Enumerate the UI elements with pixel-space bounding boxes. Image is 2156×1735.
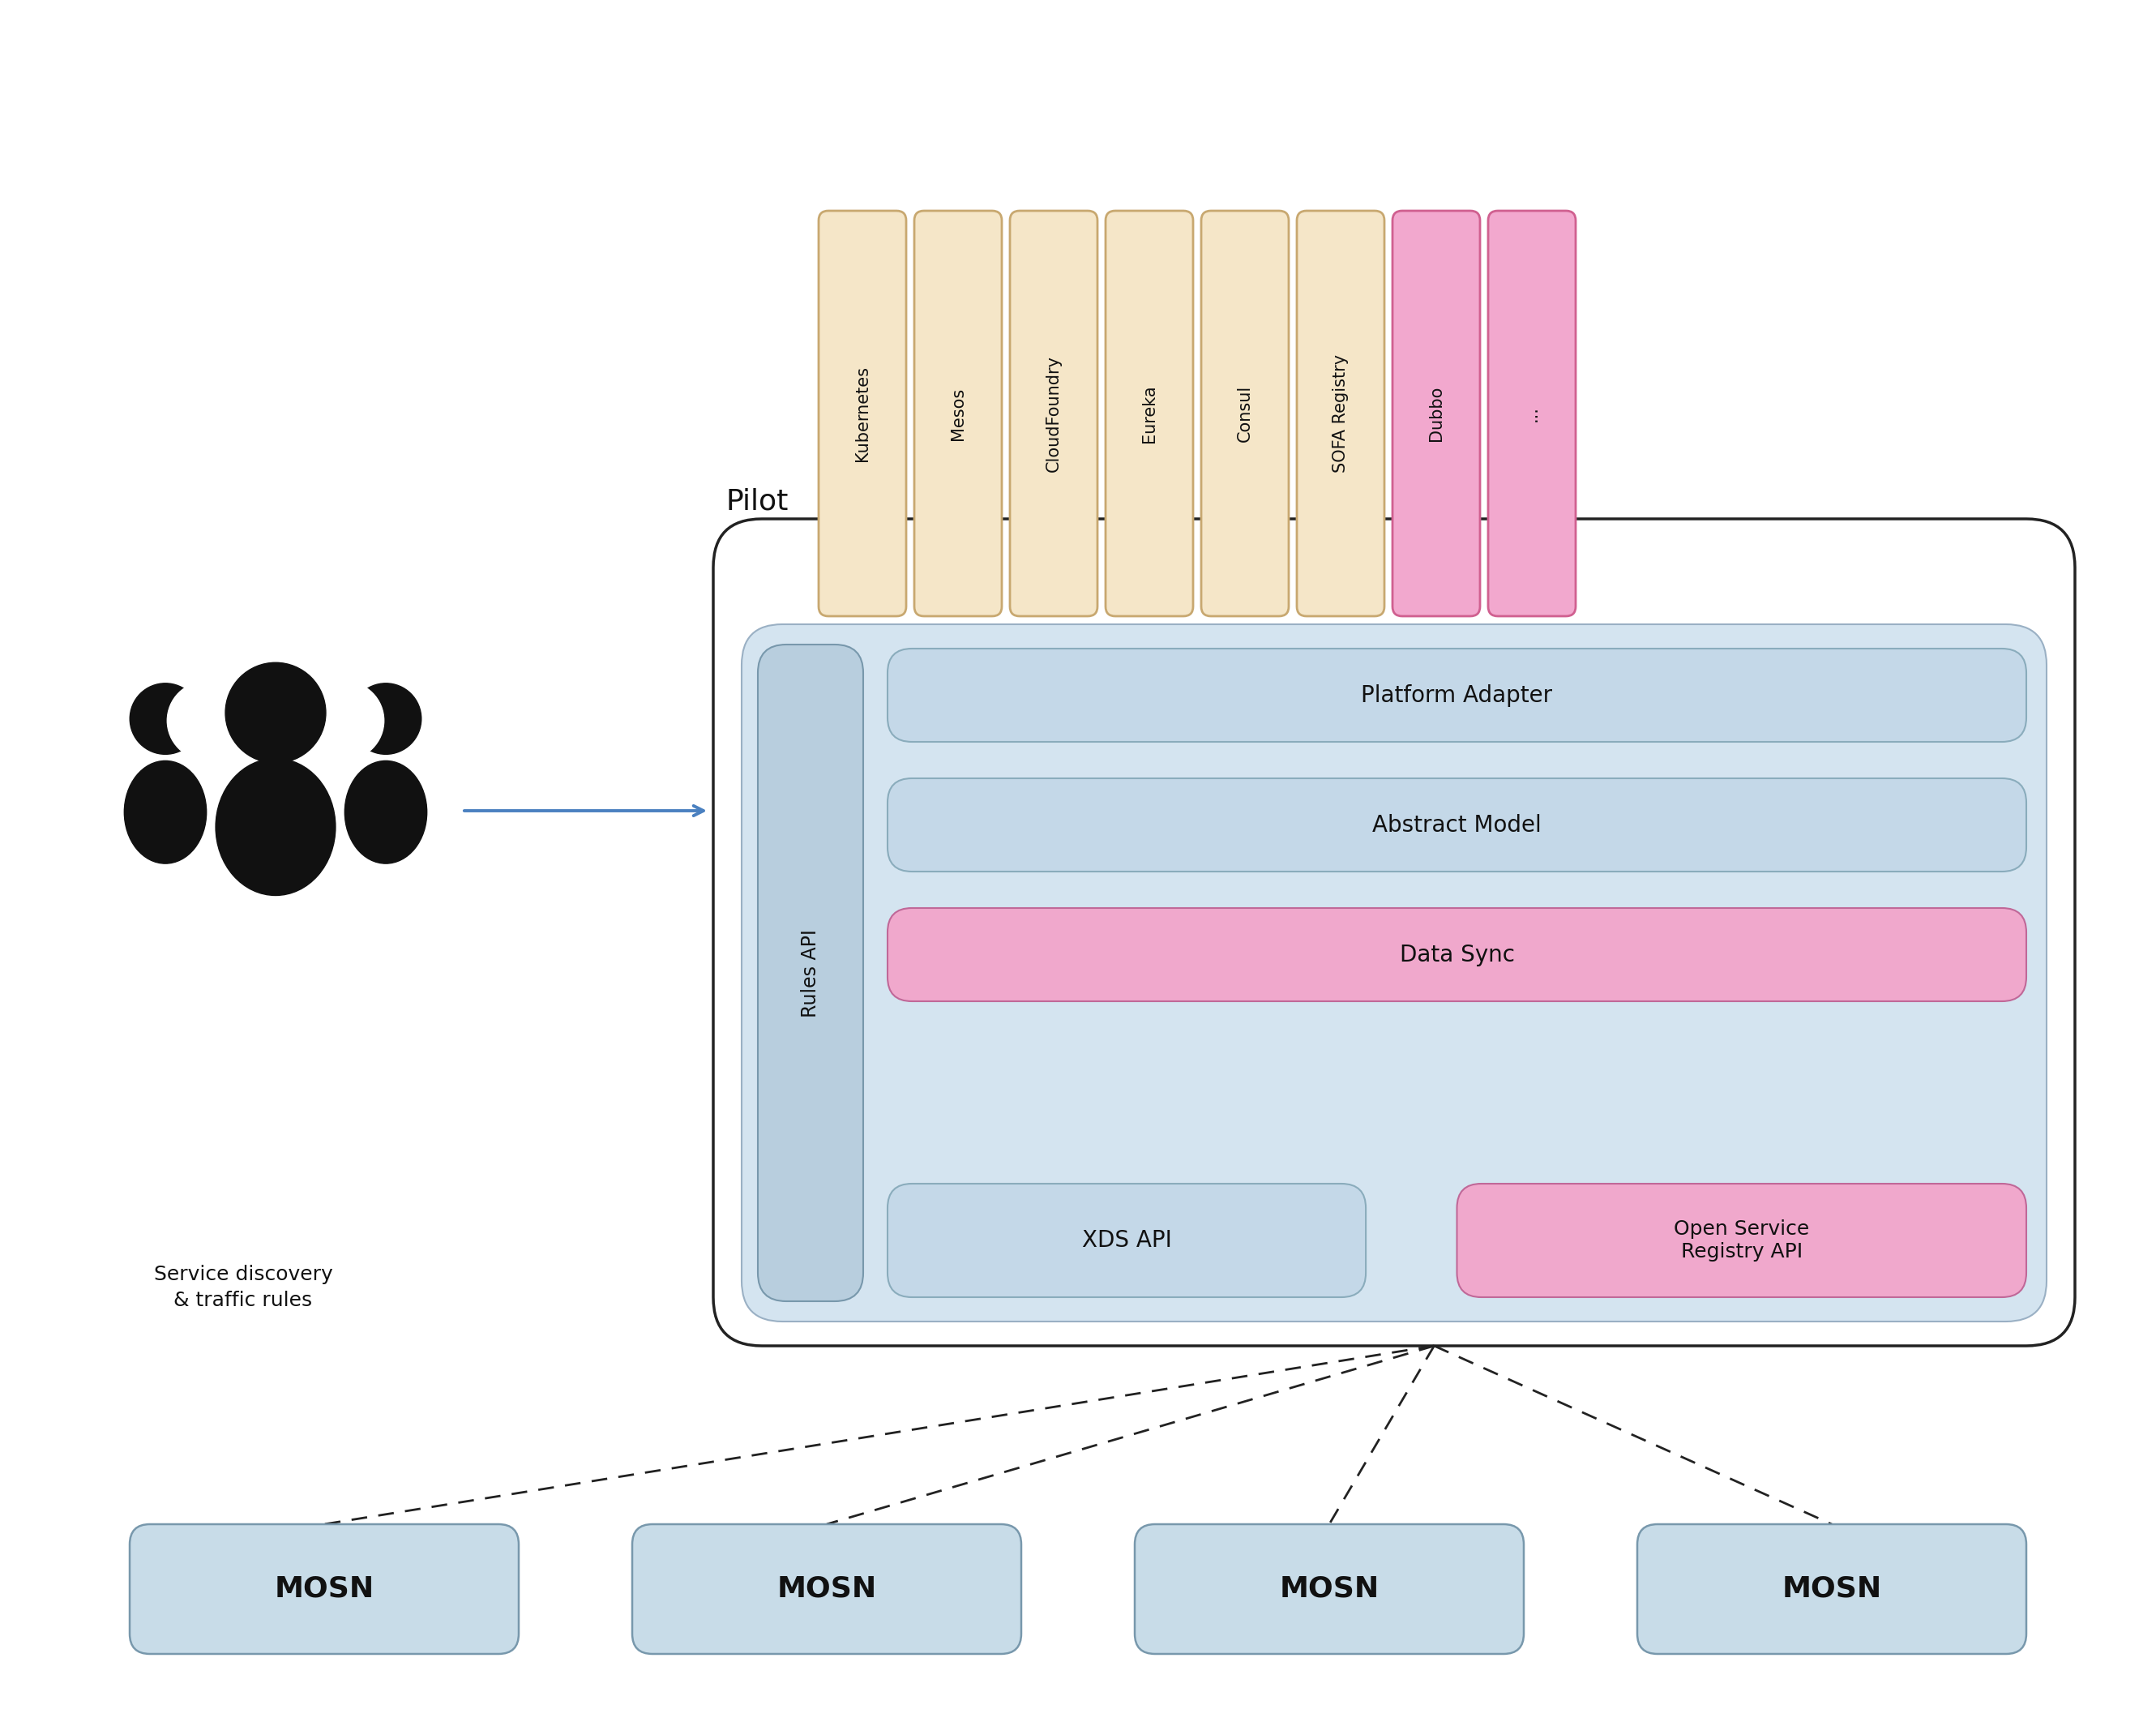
- Text: SOFA Registry: SOFA Registry: [1332, 354, 1350, 472]
- Circle shape: [168, 682, 246, 760]
- Text: Open Service
Registry API: Open Service Registry API: [1673, 1220, 1809, 1261]
- Text: MOSN: MOSN: [776, 1575, 877, 1603]
- Ellipse shape: [216, 758, 336, 895]
- FancyBboxPatch shape: [759, 644, 862, 1301]
- FancyBboxPatch shape: [1488, 210, 1576, 616]
- Text: XDS API: XDS API: [1082, 1228, 1171, 1251]
- Text: ...: ...: [1524, 406, 1539, 422]
- Text: Eureka: Eureka: [1141, 385, 1158, 442]
- Text: Service discovery
& traffic rules: Service discovery & traffic rules: [153, 1265, 332, 1310]
- FancyBboxPatch shape: [888, 779, 2027, 871]
- Text: Data Sync: Data Sync: [1399, 944, 1514, 966]
- FancyBboxPatch shape: [714, 519, 2074, 1346]
- Text: Consul: Consul: [1238, 385, 1253, 442]
- FancyBboxPatch shape: [1106, 210, 1192, 616]
- Circle shape: [129, 684, 201, 755]
- FancyBboxPatch shape: [1393, 210, 1479, 616]
- FancyBboxPatch shape: [1636, 1525, 2027, 1653]
- Circle shape: [349, 684, 420, 755]
- FancyBboxPatch shape: [1201, 210, 1289, 616]
- Circle shape: [306, 682, 384, 760]
- Text: Abstract Model: Abstract Model: [1373, 814, 1542, 836]
- FancyBboxPatch shape: [914, 210, 1003, 616]
- FancyBboxPatch shape: [1457, 1183, 2027, 1298]
- Text: Platform Adapter: Platform Adapter: [1360, 684, 1552, 706]
- FancyBboxPatch shape: [129, 1525, 520, 1653]
- FancyBboxPatch shape: [888, 649, 2027, 743]
- FancyBboxPatch shape: [888, 1183, 1365, 1298]
- FancyBboxPatch shape: [1009, 210, 1097, 616]
- Text: Mesos: Mesos: [951, 387, 966, 441]
- Text: Kubernetes: Kubernetes: [854, 366, 871, 462]
- Text: MOSN: MOSN: [274, 1575, 375, 1603]
- FancyBboxPatch shape: [632, 1525, 1022, 1653]
- Text: MOSN: MOSN: [1279, 1575, 1380, 1603]
- FancyBboxPatch shape: [819, 210, 906, 616]
- FancyBboxPatch shape: [1134, 1525, 1524, 1653]
- Text: MOSN: MOSN: [1781, 1575, 1882, 1603]
- FancyBboxPatch shape: [1298, 210, 1384, 616]
- Circle shape: [226, 663, 326, 763]
- FancyBboxPatch shape: [742, 625, 2046, 1322]
- Ellipse shape: [345, 762, 427, 864]
- Ellipse shape: [125, 762, 207, 864]
- Text: Rules API: Rules API: [800, 928, 819, 1017]
- Text: CloudFoundry: CloudFoundry: [1046, 356, 1061, 472]
- Text: Pilot: Pilot: [724, 488, 789, 515]
- Text: Dubbo: Dubbo: [1427, 385, 1445, 441]
- FancyBboxPatch shape: [888, 907, 2027, 1001]
